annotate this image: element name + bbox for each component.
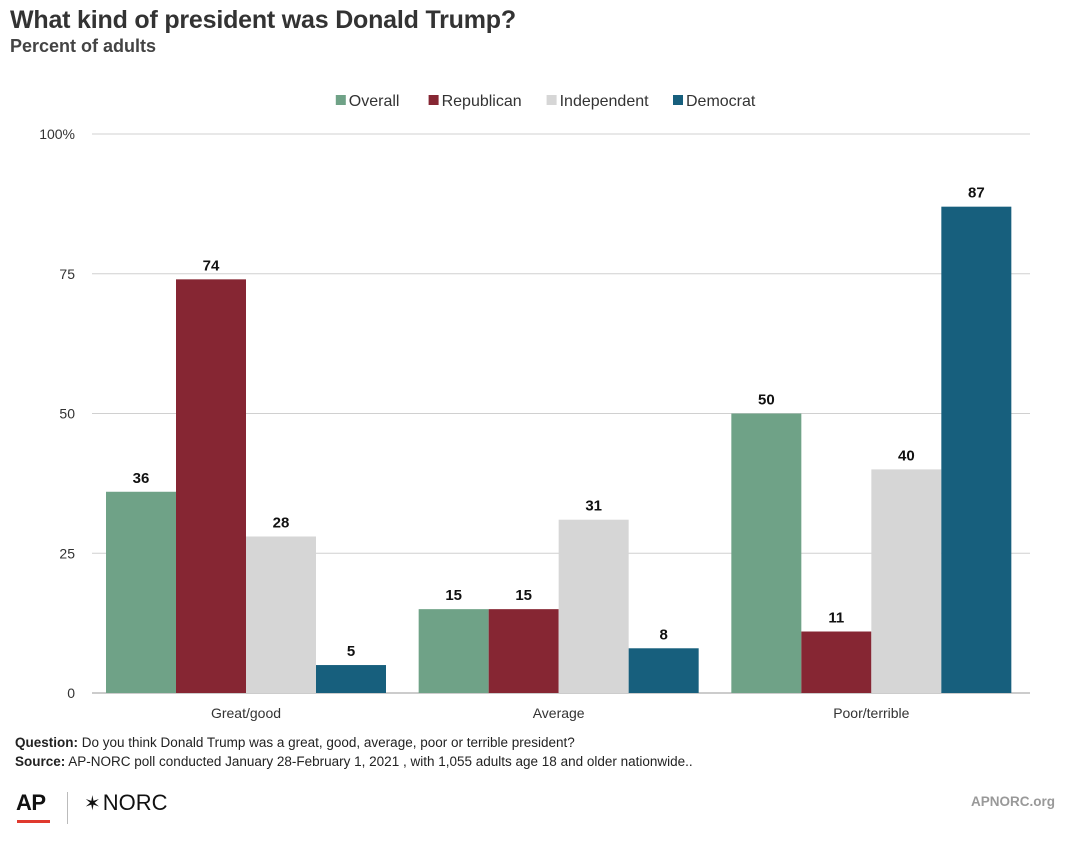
data-label: 15 xyxy=(515,587,532,604)
bar-independent xyxy=(246,536,316,693)
bar-overall xyxy=(731,413,802,693)
bar-democrat xyxy=(941,206,1012,694)
site-url-link[interactable]: APNORC.org xyxy=(971,794,1055,809)
data-label: 50 xyxy=(758,392,775,409)
data-label: 28 xyxy=(273,514,290,531)
logo-divider xyxy=(67,792,68,824)
legend-label-republican: Republican xyxy=(442,93,522,110)
data-label: 11 xyxy=(828,610,844,627)
bar-chart: 0 25 50 75 100% 36 74 28 5 Great/good 15 15 31 8 Avera… xyxy=(39,93,1030,721)
x-tick-label: Poor/terrible xyxy=(833,705,909,721)
bar-republican xyxy=(801,631,872,693)
legend-swatch-democrat xyxy=(673,95,683,105)
source-note: Source: AP-NORC poll conducted January 2… xyxy=(15,752,693,771)
data-label: 74 xyxy=(203,257,220,274)
data-label: 5 xyxy=(347,643,355,660)
legend-swatch-republican xyxy=(428,95,439,105)
data-label: 31 xyxy=(585,498,602,515)
data-label: 15 xyxy=(445,587,462,604)
norc-star-icon: ✶ xyxy=(84,793,101,815)
question-label: Question: xyxy=(15,735,78,750)
question-text: Do you think Donald Trump was a great, g… xyxy=(81,735,575,750)
data-label: 87 xyxy=(968,185,985,202)
source-text: AP-NORC poll conducted January 28-Februa… xyxy=(68,754,693,769)
chart-notes: Question: Do you think Donald Trump was … xyxy=(15,733,693,771)
chart-title: What kind of president was Donald Trump? xyxy=(10,6,516,34)
x-tick-label: Great/good xyxy=(211,705,281,721)
legend-label-overall: Overall xyxy=(349,93,400,110)
legend-swatch-independent xyxy=(546,95,557,105)
norc-logo: ✶NORC xyxy=(84,790,168,816)
bar-democrat xyxy=(628,648,699,693)
x-tick-label: Average xyxy=(533,705,585,721)
y-tick-label: 0 xyxy=(67,685,75,701)
legend-label-democrat: Democrat xyxy=(686,93,756,110)
y-tick-label: 25 xyxy=(59,545,75,561)
bar-overall xyxy=(418,609,489,693)
chart-subtitle: Percent of adults xyxy=(10,36,157,56)
bar-overall xyxy=(106,491,176,693)
data-label: 36 xyxy=(133,470,150,487)
legend-swatch-overall xyxy=(335,95,346,105)
y-tick-label: 100% xyxy=(39,126,75,142)
data-label: 8 xyxy=(659,626,667,643)
source-label: Source: xyxy=(15,754,66,769)
ap-logo-underline xyxy=(17,820,50,823)
bar-independent xyxy=(871,469,942,693)
bar-republican xyxy=(176,279,246,693)
y-tick-label: 75 xyxy=(59,266,75,282)
data-label: 40 xyxy=(898,447,915,464)
y-tick-label: 50 xyxy=(59,406,75,422)
bar-democrat xyxy=(316,665,386,693)
question-note: Question: Do you think Donald Trump was … xyxy=(15,733,693,752)
norc-logo-text: NORC xyxy=(102,790,168,815)
bar-republican xyxy=(488,609,559,693)
legend-label-independent: Independent xyxy=(560,93,650,110)
bar-independent xyxy=(558,519,629,693)
ap-logo: AP xyxy=(16,790,46,815)
